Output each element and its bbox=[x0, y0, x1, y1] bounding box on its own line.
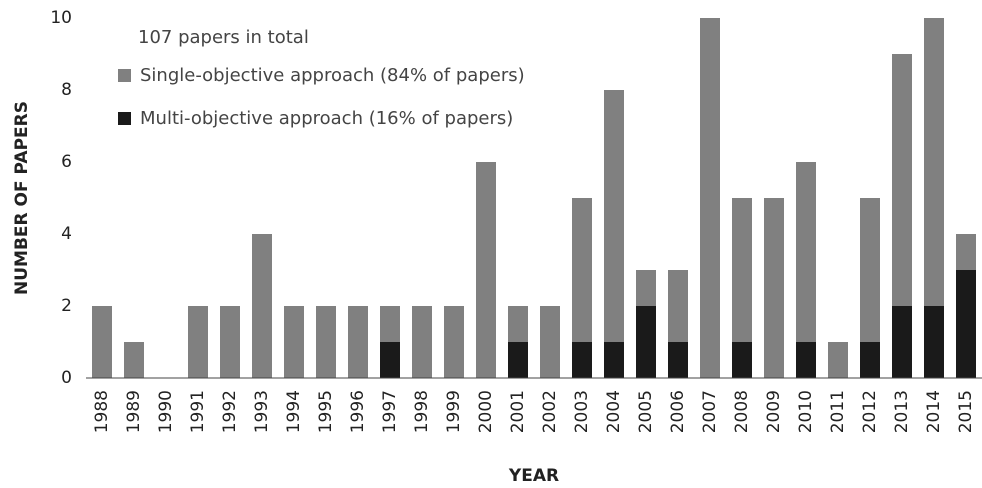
x-tick-label: 2009 bbox=[764, 390, 784, 433]
bar-segment bbox=[956, 234, 976, 270]
x-tick-label: 2000 bbox=[476, 390, 496, 433]
x-tick-label: 2007 bbox=[700, 390, 720, 433]
bar-segment bbox=[476, 162, 496, 378]
bar-segment bbox=[892, 54, 912, 306]
y-tick-label: 8 bbox=[61, 80, 72, 100]
x-tick-label: 1999 bbox=[444, 390, 464, 433]
bar-segment bbox=[380, 342, 400, 378]
x-tick-label: 1994 bbox=[284, 390, 304, 433]
bar-segment bbox=[892, 306, 912, 378]
x-tick-label: 2011 bbox=[828, 390, 848, 433]
x-tick-label: 2003 bbox=[572, 390, 592, 433]
bar-segment bbox=[444, 306, 464, 378]
x-tick-label: 2014 bbox=[924, 390, 944, 433]
bar-segment bbox=[508, 342, 528, 378]
bar-segment bbox=[380, 306, 400, 342]
bar-segment bbox=[924, 306, 944, 378]
x-tick-label: 1993 bbox=[252, 390, 272, 433]
bar-segment bbox=[796, 342, 816, 378]
x-axis-title: YEAR bbox=[508, 466, 559, 486]
y-tick-label: 2 bbox=[61, 296, 72, 316]
bar-segment bbox=[284, 306, 304, 378]
x-tick-label: 1996 bbox=[348, 390, 368, 433]
bar-segment bbox=[732, 342, 752, 378]
bar-segment bbox=[732, 198, 752, 342]
bar-segment bbox=[636, 270, 656, 306]
bar-segment bbox=[316, 306, 336, 378]
bar-segment bbox=[188, 306, 208, 378]
bar-segment bbox=[860, 198, 880, 342]
x-tick-label: 2001 bbox=[508, 390, 528, 433]
bar-segment bbox=[572, 198, 592, 342]
x-tick-label: 2006 bbox=[668, 390, 688, 433]
y-tick-label: 6 bbox=[61, 152, 72, 172]
bar-segment bbox=[668, 270, 688, 342]
y-tick-label: 0 bbox=[61, 368, 72, 388]
bar-segment bbox=[412, 306, 432, 378]
bar-segment bbox=[796, 162, 816, 342]
bar-segment bbox=[540, 306, 560, 378]
bar-segment bbox=[636, 306, 656, 378]
x-tick-label: 2008 bbox=[732, 390, 752, 433]
x-tick-label: 1990 bbox=[156, 390, 176, 433]
x-tick-label: 1988 bbox=[92, 390, 112, 433]
x-tick-label: 1989 bbox=[124, 390, 144, 433]
x-tick-label: 2012 bbox=[860, 390, 880, 433]
legend-label: Single-objective approach (84% of papers… bbox=[140, 65, 525, 86]
bar-segment bbox=[604, 342, 624, 378]
legend-swatch bbox=[118, 69, 131, 82]
bar-segment bbox=[252, 234, 272, 378]
x-tick-label: 1997 bbox=[380, 390, 400, 433]
bar-segment bbox=[220, 306, 240, 378]
bar-segment bbox=[700, 18, 720, 378]
bar-segment bbox=[828, 342, 848, 378]
x-tick-label: 2002 bbox=[540, 390, 560, 433]
legend-label: Multi-objective approach (16% of papers) bbox=[140, 108, 513, 129]
bar-segment bbox=[764, 198, 784, 378]
x-tick-label: 2005 bbox=[636, 390, 656, 433]
bar-segment bbox=[572, 342, 592, 378]
bar-segment bbox=[860, 342, 880, 378]
bar-segment bbox=[92, 306, 112, 378]
bar-segment bbox=[124, 342, 144, 378]
x-tick-label: 1998 bbox=[412, 390, 432, 433]
x-tick-label: 2013 bbox=[892, 390, 912, 433]
x-tick-label: 2010 bbox=[796, 390, 816, 433]
bar-segment bbox=[508, 306, 528, 342]
bar-segment bbox=[956, 270, 976, 378]
x-tick-label: 1995 bbox=[316, 390, 336, 433]
y-tick-label: 10 bbox=[50, 8, 72, 28]
x-tick-label: 2004 bbox=[604, 390, 624, 433]
x-tick-label: 1991 bbox=[188, 390, 208, 433]
bar-segment bbox=[924, 18, 944, 306]
bar-segment bbox=[668, 342, 688, 378]
bar-segment bbox=[348, 306, 368, 378]
legend-swatch bbox=[118, 112, 131, 125]
y-axis-title: NUMBER OF PAPERS bbox=[12, 101, 32, 295]
bar-segment bbox=[604, 90, 624, 342]
y-tick-label: 4 bbox=[61, 224, 72, 244]
annotation: 107 papers in total bbox=[138, 27, 309, 48]
x-tick-label: 1992 bbox=[220, 390, 240, 433]
x-tick-label: 2015 bbox=[956, 390, 976, 433]
